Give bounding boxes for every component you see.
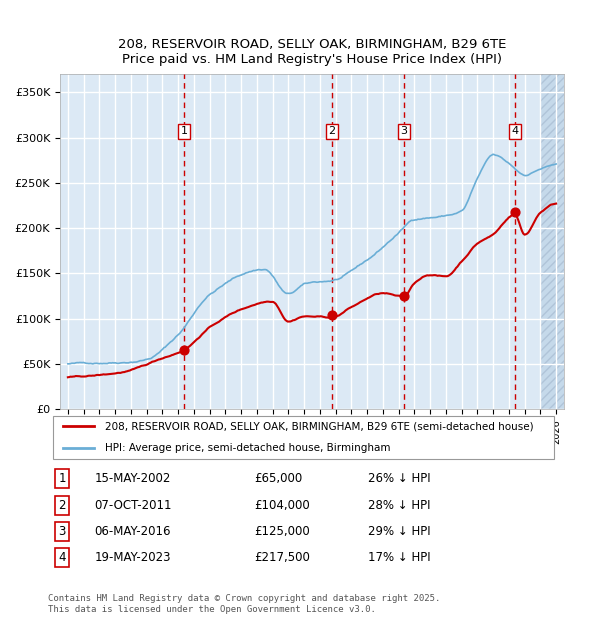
- Point: [179, 345, 189, 355]
- Polygon shape: [541, 74, 564, 409]
- Text: 1: 1: [181, 126, 187, 136]
- Text: 4: 4: [511, 126, 518, 136]
- Text: 4: 4: [58, 551, 66, 564]
- Text: HPI: Average price, semi-detached house, Birmingham: HPI: Average price, semi-detached house,…: [105, 443, 390, 453]
- Text: £125,000: £125,000: [254, 525, 310, 538]
- Text: 208, RESERVOIR ROAD, SELLY OAK, BIRMINGHAM, B29 6TE (semi-detached house): 208, RESERVOIR ROAD, SELLY OAK, BIRMINGH…: [105, 421, 533, 431]
- Text: 06-MAY-2016: 06-MAY-2016: [94, 525, 171, 538]
- Text: 2: 2: [328, 126, 335, 136]
- Text: 19-MAY-2023: 19-MAY-2023: [94, 551, 171, 564]
- Text: £104,000: £104,000: [254, 498, 310, 511]
- Point: [510, 208, 520, 218]
- Text: 3: 3: [58, 525, 65, 538]
- Text: 2: 2: [58, 498, 66, 511]
- Text: 29% ↓ HPI: 29% ↓ HPI: [368, 525, 431, 538]
- Text: 28% ↓ HPI: 28% ↓ HPI: [368, 498, 430, 511]
- Text: 1: 1: [58, 472, 66, 485]
- Text: 15-MAY-2002: 15-MAY-2002: [94, 472, 171, 485]
- Text: 3: 3: [401, 126, 407, 136]
- Text: 07-OCT-2011: 07-OCT-2011: [94, 498, 172, 511]
- Text: £217,500: £217,500: [254, 551, 310, 564]
- Title: 208, RESERVOIR ROAD, SELLY OAK, BIRMINGHAM, B29 6TE
Price paid vs. HM Land Regis: 208, RESERVOIR ROAD, SELLY OAK, BIRMINGH…: [118, 38, 506, 66]
- FancyBboxPatch shape: [53, 416, 554, 459]
- Text: £65,000: £65,000: [254, 472, 302, 485]
- Point: [327, 310, 337, 320]
- Point: [400, 291, 409, 301]
- Text: Contains HM Land Registry data © Crown copyright and database right 2025.
This d: Contains HM Land Registry data © Crown c…: [48, 595, 440, 614]
- Text: 17% ↓ HPI: 17% ↓ HPI: [368, 551, 431, 564]
- Text: 26% ↓ HPI: 26% ↓ HPI: [368, 472, 431, 485]
